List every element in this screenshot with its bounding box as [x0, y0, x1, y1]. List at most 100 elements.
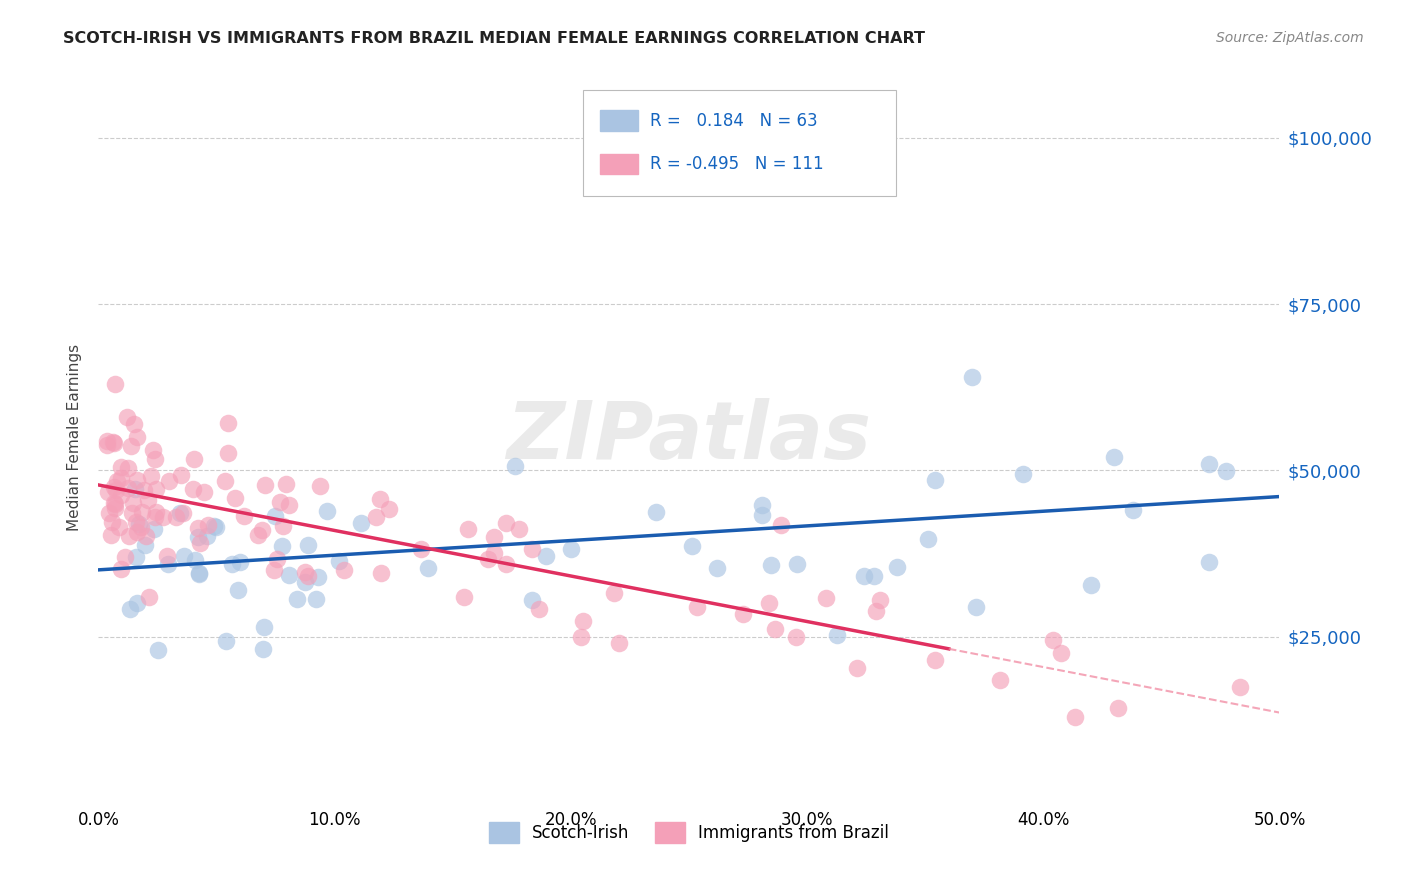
Point: [132, 483, 155, 497]
Point: [263, 563, 285, 577]
Point: [202, 519, 225, 533]
Point: [205, 520, 228, 534]
Point: [104, 497, 127, 511]
Text: R =   0.184   N = 63: R = 0.184 N = 63: [650, 112, 818, 129]
Point: [965, 599, 987, 614]
Point: [104, 376, 127, 391]
Point: [145, 505, 167, 519]
Point: [136, 493, 159, 508]
Point: [142, 443, 165, 458]
Point: [193, 484, 215, 499]
Point: [96, 438, 118, 452]
Point: [172, 506, 194, 520]
Point: [1080, 578, 1102, 592]
Point: [457, 522, 479, 536]
Point: [534, 549, 557, 564]
Point: [104, 501, 127, 516]
Point: [115, 410, 138, 425]
Point: [886, 559, 908, 574]
Point: [285, 591, 308, 606]
Point: [187, 531, 209, 545]
Point: [270, 540, 292, 554]
Point: [769, 517, 792, 532]
Point: [254, 478, 277, 492]
Point: [278, 498, 301, 512]
Point: [103, 496, 125, 510]
Point: [411, 541, 433, 556]
Point: [827, 628, 849, 642]
Point: [247, 528, 270, 542]
Point: [332, 563, 354, 577]
Point: [1198, 457, 1220, 471]
Point: [572, 614, 595, 628]
Point: [148, 643, 170, 657]
Point: [108, 519, 131, 533]
Point: [217, 416, 239, 430]
Point: [686, 599, 709, 614]
Point: [125, 474, 148, 488]
Point: [131, 505, 153, 519]
Point: [105, 474, 128, 488]
Point: [143, 522, 166, 536]
Text: ZIPatlas: ZIPatlas: [506, 398, 872, 476]
Point: [731, 607, 754, 621]
Point: [170, 467, 193, 482]
Point: [121, 496, 143, 510]
Point: [1012, 467, 1035, 481]
Point: [125, 596, 148, 610]
Point: [266, 552, 288, 566]
Point: [520, 541, 543, 556]
Point: [508, 522, 530, 536]
Point: [416, 561, 439, 575]
Point: [97, 485, 120, 500]
Point: [100, 527, 122, 541]
Point: [482, 530, 505, 544]
Point: [152, 510, 174, 524]
Point: [188, 535, 211, 549]
Point: [477, 551, 499, 566]
Point: [1122, 503, 1144, 517]
Point: [125, 430, 148, 444]
Point: [250, 523, 273, 537]
Point: [495, 558, 517, 572]
Point: [104, 483, 127, 497]
Point: [1102, 450, 1125, 464]
Point: [110, 488, 132, 502]
Text: SCOTCH-IRISH VS IMMIGRANTS FROM BRAZIL MEDIAN FEMALE EARNINGS CORRELATION CHART: SCOTCH-IRISH VS IMMIGRANTS FROM BRAZIL M…: [63, 31, 925, 46]
Point: [763, 622, 786, 636]
Point: [1042, 633, 1064, 648]
Point: [110, 471, 132, 485]
Point: [188, 566, 211, 581]
Point: [315, 504, 337, 518]
Point: [97, 507, 120, 521]
Point: [785, 630, 807, 644]
Point: [527, 602, 550, 616]
Point: [309, 478, 332, 492]
Point: [118, 602, 141, 616]
Point: [224, 491, 246, 505]
Point: [156, 549, 179, 564]
Point: [482, 546, 505, 560]
Point: [917, 532, 939, 546]
Point: [368, 492, 391, 507]
Point: [165, 510, 187, 524]
Point: [121, 506, 143, 520]
Point: [924, 653, 946, 667]
Point: [264, 508, 287, 523]
Point: [350, 516, 373, 530]
Point: [962, 370, 984, 384]
Point: [124, 550, 146, 565]
Point: [560, 541, 582, 556]
Point: [156, 557, 179, 571]
Point: [681, 539, 703, 553]
Point: [786, 557, 808, 571]
Point: [328, 554, 350, 568]
Point: [169, 506, 191, 520]
Point: [120, 439, 142, 453]
Point: [869, 593, 891, 607]
Point: [214, 475, 236, 489]
Point: [127, 525, 149, 540]
Point: [1215, 464, 1237, 478]
Point: [751, 508, 773, 522]
Point: [297, 569, 319, 583]
